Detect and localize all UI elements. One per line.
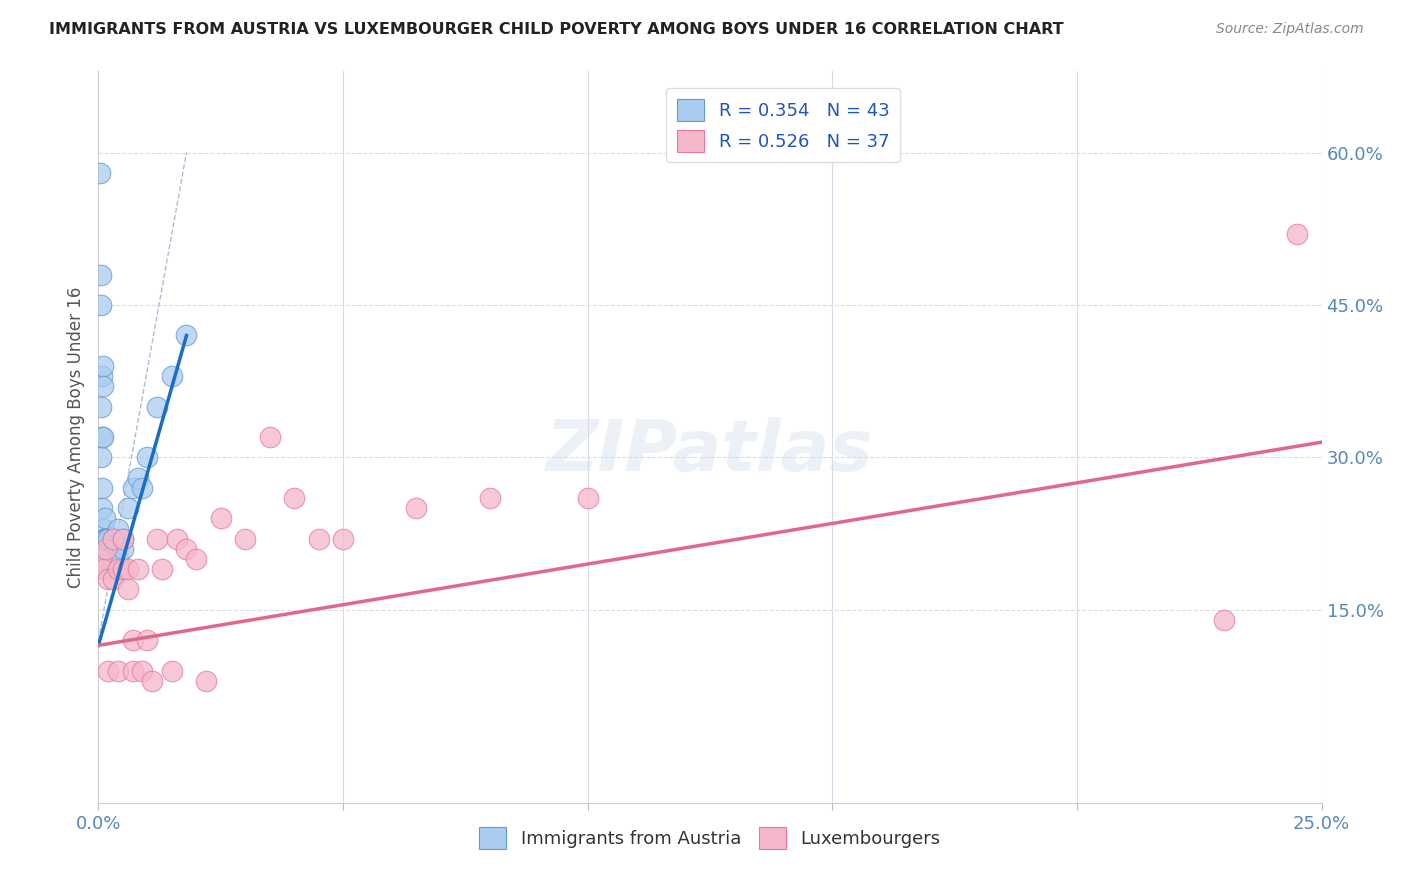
Point bbox=[117, 562, 139, 576]
Point bbox=[94, 552, 117, 566]
Point bbox=[97, 532, 120, 546]
Point bbox=[89, 552, 111, 566]
Point bbox=[160, 369, 183, 384]
Text: Source: ZipAtlas.com: Source: ZipAtlas.com bbox=[1216, 22, 1364, 37]
Point bbox=[233, 532, 256, 546]
Point bbox=[90, 369, 112, 384]
Point bbox=[91, 359, 114, 373]
Point bbox=[332, 532, 354, 546]
Point bbox=[94, 532, 117, 546]
Text: ZIPatlas: ZIPatlas bbox=[547, 417, 873, 486]
Point bbox=[117, 582, 139, 597]
Point bbox=[101, 532, 124, 546]
Point bbox=[111, 541, 134, 556]
Point bbox=[478, 491, 501, 505]
Point bbox=[91, 552, 114, 566]
Point bbox=[117, 501, 139, 516]
Text: IMMIGRANTS FROM AUSTRIA VS LUXEMBOURGER CHILD POVERTY AMONG BOYS UNDER 16 CORREL: IMMIGRANTS FROM AUSTRIA VS LUXEMBOURGER … bbox=[49, 22, 1064, 37]
Point bbox=[127, 562, 149, 576]
Point bbox=[91, 481, 114, 495]
Point bbox=[176, 328, 198, 343]
Y-axis label: Child Poverty Among Boys Under 16: Child Poverty Among Boys Under 16 bbox=[66, 286, 84, 588]
Point bbox=[90, 450, 112, 465]
Point bbox=[107, 521, 129, 535]
Point bbox=[146, 400, 169, 414]
Point bbox=[107, 562, 129, 576]
Point bbox=[283, 491, 305, 505]
Point bbox=[131, 664, 153, 678]
Point bbox=[97, 664, 120, 678]
Point bbox=[94, 532, 117, 546]
Point bbox=[101, 532, 124, 546]
Point bbox=[90, 268, 112, 282]
Point bbox=[89, 166, 111, 180]
Point bbox=[96, 552, 118, 566]
Point bbox=[166, 532, 188, 546]
Point bbox=[94, 511, 117, 525]
Point bbox=[96, 541, 118, 556]
Point bbox=[107, 552, 129, 566]
Point bbox=[127, 471, 149, 485]
Legend: Immigrants from Austria, Luxembourgers: Immigrants from Austria, Luxembourgers bbox=[472, 820, 948, 856]
Point bbox=[176, 541, 198, 556]
Point bbox=[90, 430, 112, 444]
Point bbox=[101, 572, 124, 586]
Point bbox=[308, 532, 330, 546]
Point bbox=[101, 552, 124, 566]
Point bbox=[405, 501, 427, 516]
Point bbox=[90, 552, 112, 566]
Point bbox=[93, 521, 115, 535]
Point bbox=[111, 532, 134, 546]
Point bbox=[96, 562, 118, 576]
Point bbox=[111, 562, 134, 576]
Point bbox=[94, 541, 117, 556]
Point bbox=[104, 541, 127, 556]
Point bbox=[91, 379, 114, 393]
Point bbox=[100, 552, 122, 566]
Point bbox=[186, 552, 208, 566]
Point bbox=[97, 572, 120, 586]
Point bbox=[91, 501, 114, 516]
Point bbox=[146, 532, 169, 546]
Point bbox=[90, 298, 112, 312]
Point bbox=[107, 664, 129, 678]
Point bbox=[150, 562, 173, 576]
Point bbox=[576, 491, 599, 505]
Point bbox=[91, 562, 114, 576]
Point bbox=[1286, 227, 1309, 241]
Point bbox=[209, 511, 232, 525]
Point bbox=[121, 633, 143, 648]
Point bbox=[1212, 613, 1234, 627]
Point bbox=[160, 664, 183, 678]
Point bbox=[93, 532, 115, 546]
Point bbox=[259, 430, 281, 444]
Point bbox=[121, 664, 143, 678]
Point bbox=[141, 673, 163, 688]
Point bbox=[98, 541, 121, 556]
Point bbox=[91, 532, 114, 546]
Point bbox=[97, 552, 120, 566]
Point bbox=[90, 400, 112, 414]
Point bbox=[136, 450, 159, 465]
Point bbox=[131, 481, 153, 495]
Point bbox=[195, 673, 218, 688]
Point bbox=[121, 481, 143, 495]
Point bbox=[111, 532, 134, 546]
Point bbox=[136, 633, 159, 648]
Point bbox=[91, 430, 114, 444]
